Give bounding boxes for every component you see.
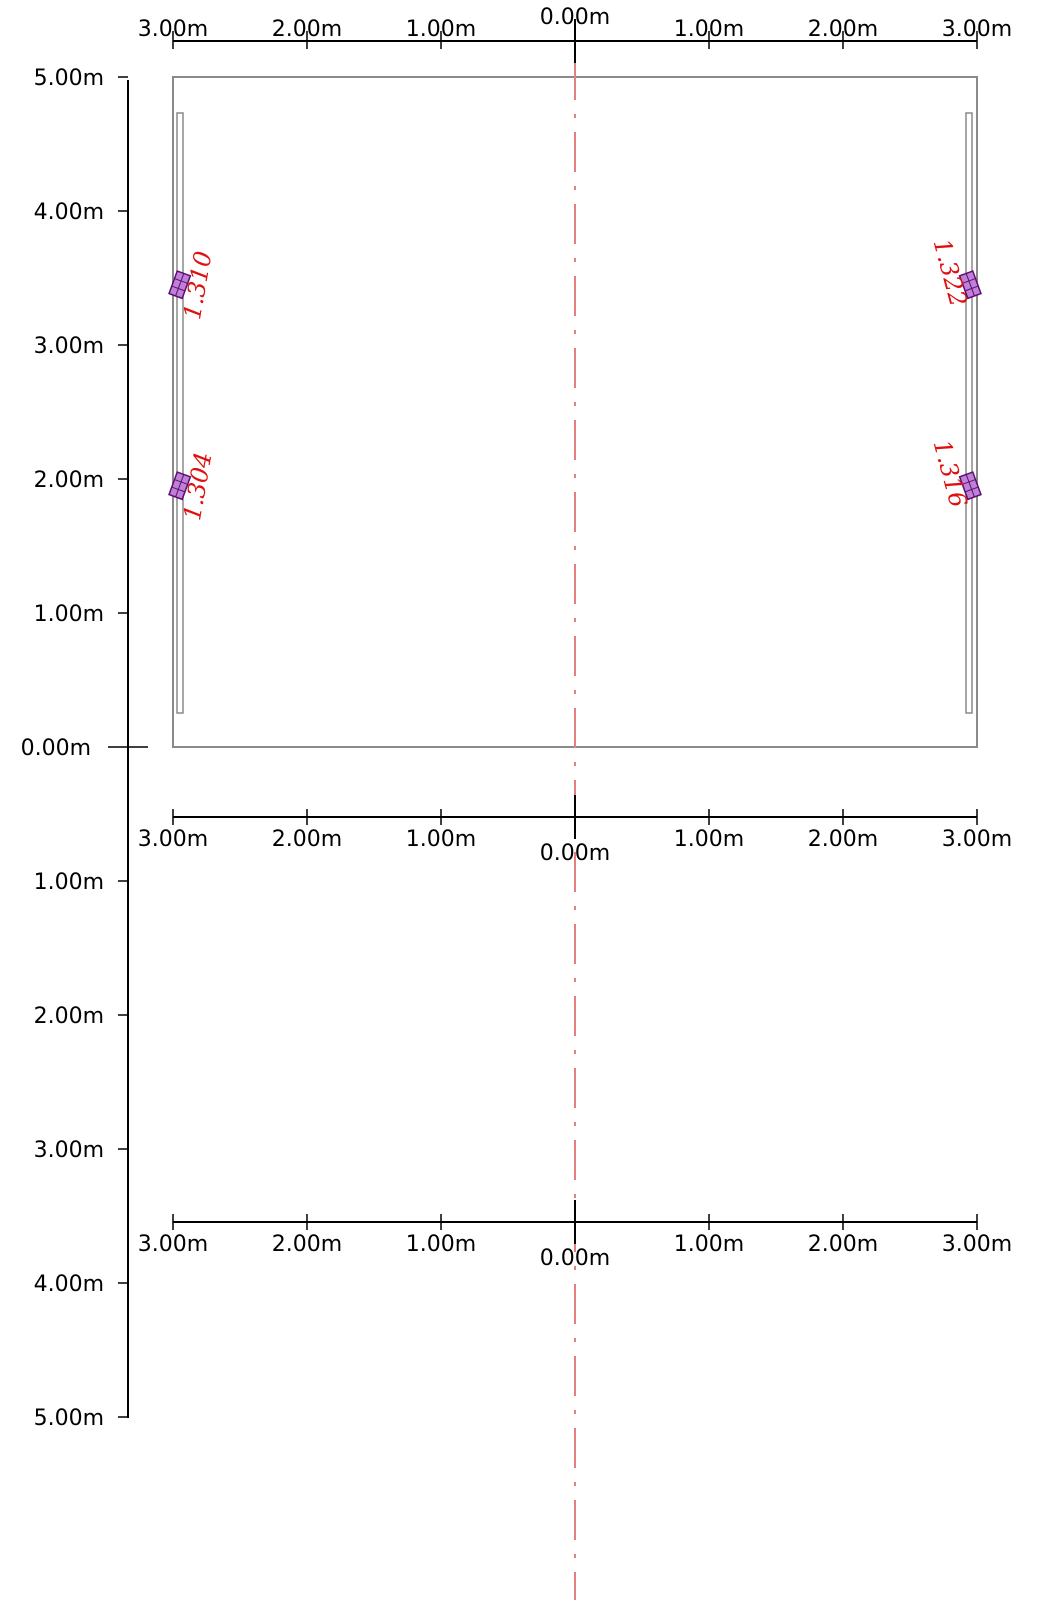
luminaire-divider	[965, 273, 975, 297]
vertical-ruler: 5.00m 4.00m 3.00m 2.00m 1.00m 0.00m 1.00m 2.00m…	[21, 66, 148, 1431]
luminaire-symbol	[168, 471, 192, 501]
luminaire-symbol	[958, 270, 982, 300]
ruler-label: 0.00m	[540, 1246, 610, 1271]
luminaire: 1.322	[928, 236, 982, 309]
ruler-label: 3.00m	[942, 17, 1012, 42]
ruler-label: 1.00m	[674, 17, 744, 42]
vertical-ruler-label: 5.00m	[34, 1406, 104, 1431]
ruler-label: 1.00m	[406, 17, 476, 42]
horizontal-ruler-top: 3.00m 2.00m 1.00m 0.00m 1.00m 2.00m 3.00m	[138, 5, 1012, 63]
luminaire-divider	[175, 474, 185, 498]
vertical-ruler-label: 0.00m	[21, 736, 91, 761]
ruler-label: 3.00m	[138, 827, 208, 852]
luminaire-divider	[965, 474, 975, 498]
ruler-label: 3.00m	[138, 1232, 208, 1257]
luminaire-divider	[174, 479, 188, 485]
ruler-label: 1.00m	[674, 1232, 744, 1257]
luminaire-value: 1.304	[178, 450, 218, 523]
left-wall-strip	[176, 112, 184, 714]
ruler-label: 2.00m	[272, 17, 342, 42]
ruler-label: 1.00m	[674, 827, 744, 852]
vertical-ruler-label: 4.00m	[34, 200, 104, 225]
luminaire-divider	[171, 285, 186, 292]
ruler-label: 3.00m	[942, 827, 1012, 852]
ruler-label: 3.00m	[138, 17, 208, 42]
luminaire-symbol	[958, 471, 982, 501]
luminaire-divider	[962, 278, 976, 284]
ruler-label: 3.00m	[942, 1232, 1012, 1257]
vertical-ruler-label: 3.00m	[34, 334, 104, 359]
vertical-ruler-label: 1.00m	[34, 870, 104, 895]
ruler-label: 1.00m	[406, 827, 476, 852]
ruler-label: 1.00m	[406, 1232, 476, 1257]
right-wall-strip	[965, 112, 973, 714]
vertical-ruler-label: 1.00m	[34, 602, 104, 627]
luminaire: 1.316	[928, 437, 982, 510]
ruler-label: 2.00m	[808, 17, 878, 42]
luminaire-divider	[964, 285, 979, 292]
luminaire-symbol	[168, 270, 192, 300]
vertical-ruler-label: 3.00m	[34, 1138, 104, 1163]
ruler-label: 0.00m	[540, 841, 610, 866]
luminaire-value: 1.310	[178, 249, 218, 322]
vertical-ruler-label: 2.00m	[34, 468, 104, 493]
horizontal-ruler-bottom: 3.00m 2.00m 1.00m 0.00m 1.00m 2.00m 3.00m	[138, 1200, 1012, 1271]
ruler-label: 2.00m	[808, 827, 878, 852]
ruler-label: 2.00m	[808, 1232, 878, 1257]
luminaire-divider	[171, 486, 186, 493]
ruler-label: 2.00m	[272, 1232, 342, 1257]
vertical-ruler-label: 5.00m	[34, 66, 104, 91]
luminaire-divider	[962, 479, 976, 485]
ruler-label: 0.00m	[540, 5, 610, 30]
luminaire-divider	[174, 278, 188, 284]
horizontal-ruler-middle: 3.00m 2.00m 1.00m 0.00m 1.00m 2.00m 3.00m	[138, 795, 1012, 866]
luminaire-divider	[964, 486, 979, 493]
rulers-layer: 3.00m 2.00m 1.00m 0.00m 1.00m 2.00m 3.00m3.00m…	[21, 5, 1013, 1431]
vertical-ruler-label: 2.00m	[34, 1004, 104, 1029]
luminaire-divider	[175, 273, 185, 297]
vertical-ruler-label: 4.00m	[34, 1272, 104, 1297]
ruler-label: 2.00m	[272, 827, 342, 852]
